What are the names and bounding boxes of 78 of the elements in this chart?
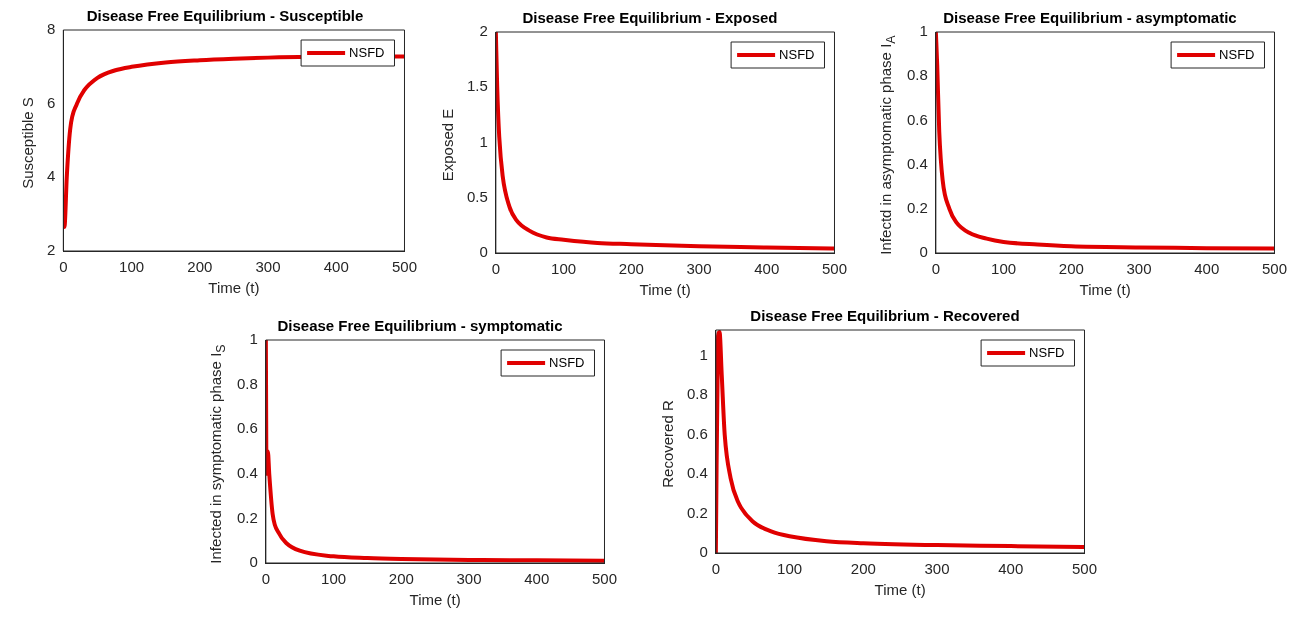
x-tick-label: 400 [524,570,550,588]
x-tick-label: 400 [998,560,1024,578]
x-tick-label: 500 [591,570,617,588]
chart-title: Disease Free Equilibrium - asymptomatic [943,9,1237,27]
x-tick-label: 100 [991,260,1017,278]
y-tick-label: 0.4 [906,154,928,172]
x-tick-label: 500 [1261,260,1287,278]
x-axis-title: Time (t) [874,581,926,599]
x-tick-label: 300 [924,560,950,578]
x-axis-title: Time (t) [1079,281,1131,299]
line-series [265,340,605,563]
chart-title: Disease Free Equilibrium - Recovered [750,307,1020,325]
y-tick-label: 0.4 [686,464,708,482]
x-tick-label: 300 [255,258,281,276]
x-tick-label: 500 [391,258,417,276]
x-tick-label: 400 [754,260,780,278]
x-tick-label: 200 [618,260,644,278]
x-tick-label: 200 [187,258,213,276]
x-tick-label: 400 [323,258,349,276]
y-tick-label: 1 [699,345,708,363]
x-tick-label: 0 [491,260,501,278]
x-tick-label: 0 [931,260,941,278]
x-tick-label: 400 [1194,260,1220,278]
chart-title: Disease Free Equilibrium - symptomatic [277,317,563,335]
y-tick-label: 0.6 [906,110,928,128]
y-axis-title: Exposed E [438,108,456,182]
y-tick-label: 0.4 [236,463,258,481]
x-tick-label: 300 [686,260,712,278]
x-tick-label: 0 [711,560,721,578]
chart-title: Disease Free Equilibrium - Susceptible [86,7,364,25]
y-tick-label: 0 [479,243,488,261]
legend-label: NSFD [779,46,815,62]
legend-label: NSFD [349,44,385,60]
y-tick-label: 0.8 [906,66,928,84]
x-tick-label: 200 [850,560,876,578]
x-tick-label: 200 [388,570,414,588]
y-tick-label: 0 [699,543,708,561]
y-tick-label: 8 [47,20,56,38]
y-tick-label: 1.5 [466,77,488,95]
y-tick-label: 1 [249,330,258,348]
y-tick-label: 2 [479,22,488,40]
legend-label: NSFD [1029,344,1065,360]
line-series [715,330,1085,553]
x-axis-title: Time (t) [409,591,461,609]
y-tick-label: 0.2 [686,503,708,521]
y-tick-label: 0.6 [686,424,708,442]
y-tick-label: 0.2 [236,508,258,526]
legend-label: NSFD [549,354,585,370]
x-tick-label: 500 [821,260,847,278]
y-tick-label: 4 [47,167,56,185]
line-series [495,32,835,251]
x-tick-label: 300 [1126,260,1152,278]
y-tick-label: 0.8 [236,374,258,392]
y-tick-label: 0.8 [686,385,708,403]
chart-title: Disease Free Equilibrium - Exposed [522,9,778,27]
y-tick-label: 0.2 [906,198,928,216]
y-axis-title: Recovered R [658,400,676,488]
x-tick-label: 100 [321,570,347,588]
x-tick-label: 300 [456,570,482,588]
y-tick-label: 6 [47,93,56,111]
y-tick-label: 1 [479,132,488,150]
legend-label: NSFD [1219,46,1255,62]
y-axis-title: Susceptible S [18,97,36,189]
x-axis-title: Time (t) [639,281,691,299]
y-tick-label: 0 [919,243,928,261]
y-tick-label: 2 [47,241,56,259]
x-tick-label: 100 [551,260,577,278]
y-tick-label: 1 [919,22,928,40]
x-tick-label: 200 [1058,260,1084,278]
x-tick-label: 0 [59,258,68,276]
y-tick-label: 0.5 [466,187,488,205]
x-tick-label: 0 [261,570,271,588]
x-tick-label: 100 [777,560,803,578]
x-tick-label: 500 [1071,560,1097,578]
x-axis-title: Time (t) [208,279,260,297]
x-tick-label: 100 [119,258,145,276]
y-tick-label: 0.6 [236,419,258,437]
line-series [935,32,1275,251]
